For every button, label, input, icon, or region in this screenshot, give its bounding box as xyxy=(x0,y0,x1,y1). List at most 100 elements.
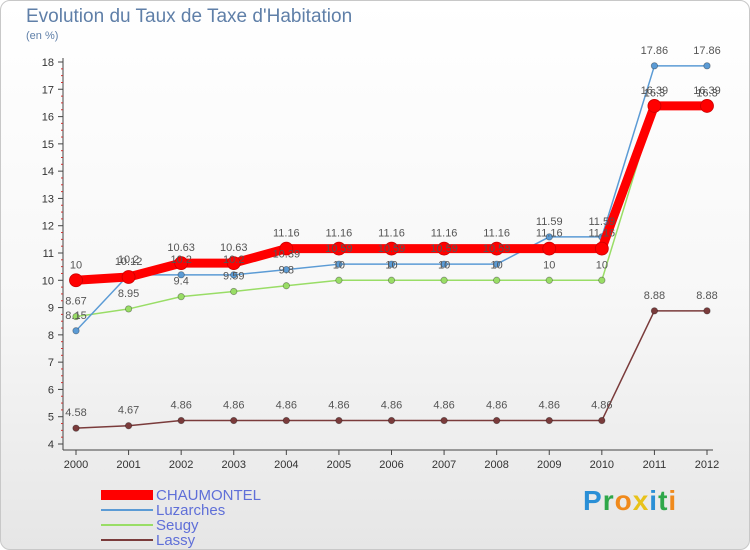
data-label: 4.58 xyxy=(65,407,86,419)
y-tick-label: 4 xyxy=(48,439,54,451)
data-point xyxy=(594,241,609,256)
data-label: 10 xyxy=(543,259,555,271)
data-label: 9.59 xyxy=(223,270,244,282)
data-point xyxy=(387,276,396,284)
data-point xyxy=(542,241,557,256)
x-tick-label: 2004 xyxy=(274,459,298,471)
data-label: 10.2 xyxy=(223,254,244,266)
data-label: 11.16 xyxy=(483,228,510,240)
data-label: 11.16 xyxy=(378,228,405,240)
x-tick-label: 2003 xyxy=(222,459,246,471)
data-label: 17.86 xyxy=(641,45,669,57)
data-label: 9.8 xyxy=(279,265,294,277)
data-point xyxy=(545,276,553,284)
data-point xyxy=(121,270,136,284)
data-label: 11.59 xyxy=(588,216,615,228)
y-tick-label: 18 xyxy=(42,57,54,69)
data-label: 10.59 xyxy=(430,243,458,255)
data-point xyxy=(69,273,83,288)
data-label: 11.16 xyxy=(536,228,563,240)
chart-unit: (en %) xyxy=(26,30,59,42)
data-label: 4.86 xyxy=(276,400,297,412)
data-label: 16.3 xyxy=(644,87,665,99)
data-point xyxy=(650,62,659,70)
data-point xyxy=(282,282,290,290)
data-label: 4.86 xyxy=(223,400,244,412)
data-point xyxy=(282,266,290,274)
data-label: 10.59 xyxy=(325,243,353,255)
y-tick-label: 5 xyxy=(48,412,54,424)
legend-swatch xyxy=(101,524,153,526)
data-point xyxy=(598,416,606,425)
y-tick-label: 11 xyxy=(43,248,54,260)
data-label: 4.67 xyxy=(118,405,139,417)
data-point xyxy=(230,287,238,296)
y-tick-label: 9 xyxy=(48,303,54,315)
data-label: 4.86 xyxy=(170,400,191,412)
legend-swatch xyxy=(101,509,153,511)
data-point xyxy=(335,260,343,268)
x-tick-label: 2010 xyxy=(590,459,614,471)
legend-label: Luzarches xyxy=(156,501,226,519)
y-tick-label: 17 xyxy=(42,84,54,96)
logo-letter: i xyxy=(668,485,678,516)
data-label: 10.12 xyxy=(115,256,143,268)
x-tick-label: 2000 xyxy=(64,459,88,471)
data-label: 8.88 xyxy=(644,290,665,302)
legend-item-lassy: Lassy xyxy=(101,532,195,548)
y-tick-label: 16 xyxy=(42,112,54,124)
data-label: 10 xyxy=(596,259,608,271)
data-point xyxy=(332,241,346,256)
data-label: 10 xyxy=(438,259,450,271)
data-point xyxy=(335,416,343,425)
y-tick-label: 12 xyxy=(42,221,54,233)
y-tick-label: 8 xyxy=(48,330,54,342)
data-point xyxy=(226,256,241,270)
data-point xyxy=(545,416,553,425)
data-label: 8.15 xyxy=(65,310,86,322)
logo-letter: i xyxy=(649,485,659,516)
logo-letter: x xyxy=(632,485,650,516)
data-point xyxy=(124,422,133,430)
data-label: 4.86 xyxy=(328,400,349,412)
data-label: 16.39 xyxy=(641,85,669,97)
data-point xyxy=(335,276,343,284)
x-tick-label: 2002 xyxy=(169,459,193,471)
data-point xyxy=(384,241,399,256)
data-label: 9.4 xyxy=(174,276,189,288)
y-tick-label: 10 xyxy=(42,275,54,287)
data-label: 11.16 xyxy=(326,228,353,240)
data-point xyxy=(437,241,451,256)
legend-label: Lassy xyxy=(156,531,196,549)
data-label: 10.63 xyxy=(167,242,195,254)
legend-swatch xyxy=(101,539,153,541)
x-tick-label: 2005 xyxy=(327,459,351,471)
data-point xyxy=(650,307,659,315)
data-point xyxy=(177,416,185,425)
x-tick-label: 2006 xyxy=(379,459,403,471)
legend-item-luzarches: Luzarches xyxy=(101,502,225,518)
data-point xyxy=(174,256,189,270)
legend-item-seugy: Seugy xyxy=(101,517,199,533)
data-point xyxy=(703,62,711,70)
data-label: 11.59 xyxy=(536,216,563,228)
data-point xyxy=(440,260,448,268)
data-point xyxy=(387,260,396,268)
x-tick-label: 2008 xyxy=(484,459,508,471)
logo-letter: r xyxy=(602,485,615,516)
data-point xyxy=(440,416,448,425)
data-point xyxy=(124,305,133,313)
y-tick-label: 15 xyxy=(42,139,54,151)
legend-label: Seugy xyxy=(156,516,199,534)
data-point xyxy=(72,327,80,335)
data-label: 10 xyxy=(70,259,82,271)
data-label: 8.88 xyxy=(696,290,717,302)
data-label: 10.59 xyxy=(378,243,406,255)
data-label: 4.86 xyxy=(486,400,507,412)
data-point xyxy=(493,416,501,425)
logo-letter: P xyxy=(583,485,603,516)
data-point xyxy=(72,424,80,432)
x-tick-label: 2009 xyxy=(537,459,561,471)
